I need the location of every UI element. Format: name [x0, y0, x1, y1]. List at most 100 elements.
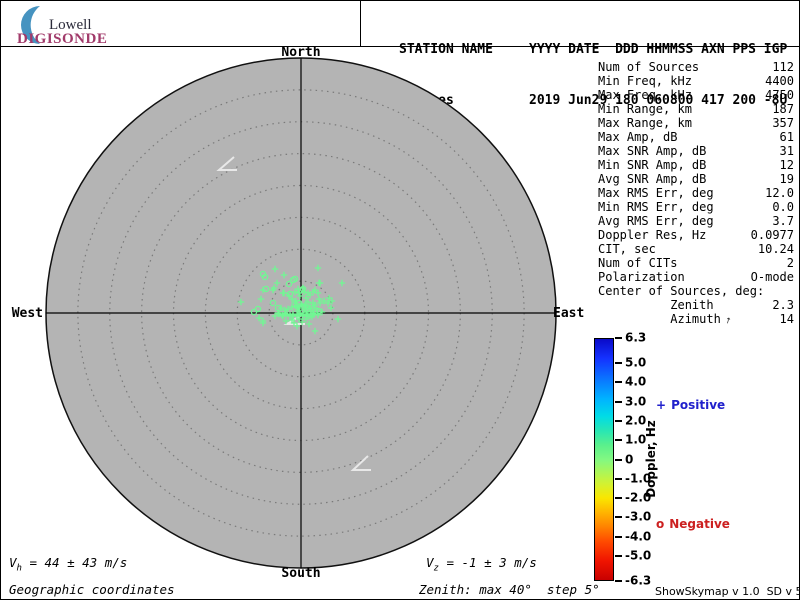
compass-label-north: North: [281, 45, 321, 60]
legend-positive-label: Positive: [671, 398, 726, 412]
vz-value: = -1 ± 3 m/s: [438, 555, 537, 570]
source-plus-marker: [315, 295, 323, 303]
stat-label: Polarization: [598, 270, 685, 284]
source-plus-marker: [294, 307, 302, 315]
stat-label: Max Freq, kHz: [598, 88, 692, 102]
source-plus-marker: [302, 294, 310, 302]
plus-marker-icon: +: [656, 398, 667, 412]
source-plus-marker: [275, 310, 283, 318]
source-plus-marker: [271, 265, 279, 273]
source-plus-marker: [304, 298, 312, 306]
zenith-range-note: Zenith: max 40° step 5°: [419, 582, 600, 597]
direction-arrow: [216, 156, 237, 171]
stat-row: Num of CITs 2: [598, 256, 794, 270]
source-plus-marker: [307, 307, 315, 315]
legend-negative: o Negative: [656, 517, 730, 531]
colorbar-tick-label: 0: [625, 451, 634, 466]
stat-label: Zenith: [598, 298, 714, 312]
stat-label: Avg SNR Amp, dB: [598, 172, 707, 186]
colorbar-tick: [615, 554, 622, 557]
source-plus-marker: [309, 288, 317, 296]
source-plus-marker: [291, 288, 299, 296]
source-plus-marker: [302, 315, 310, 323]
colorbar-tick: [615, 535, 622, 538]
vertical-velocity-readout: Vz = -1 ± 3 m/s: [426, 555, 537, 574]
source-plus-marker: [284, 305, 292, 313]
source-plus-marker: [273, 279, 281, 287]
source-plus-marker: [334, 315, 342, 323]
source-circle-marker: [254, 305, 262, 313]
fields-values: 2019 Jun29 180 060800 417 200 -8U: [529, 93, 788, 108]
source-circle-marker: [261, 273, 269, 281]
source-circle-marker: [269, 299, 277, 307]
source-plus-marker: [306, 291, 314, 299]
source-plus-marker: [271, 312, 279, 320]
source-plus-marker: [257, 295, 265, 303]
stat-label: CIT, sec: [598, 242, 656, 256]
colorbar-tick: [615, 337, 622, 339]
stat-label: Min Range, km: [598, 102, 692, 116]
stat-value: 187: [772, 102, 794, 116]
source-plus-marker: [324, 299, 332, 307]
source-plus-marker: [308, 313, 316, 321]
stat-row: Max Range, km 357: [598, 116, 794, 130]
colorbar-tick-label: 1.0: [625, 432, 647, 447]
vz-symbol: V: [426, 555, 434, 570]
colorbar-tick-label: -2.0: [625, 490, 652, 505]
coordinate-system-note: Geographic coordinates: [9, 582, 175, 597]
source-circle-marker: [285, 280, 293, 288]
source-plus-marker: [279, 289, 287, 297]
source-plus-marker: [314, 289, 322, 297]
stat-value: 3.7: [772, 214, 794, 228]
source-plus-marker: [288, 316, 296, 324]
source-plus-marker: [237, 298, 245, 306]
source-plus-marker: [305, 320, 313, 328]
stat-label: Min Freq, kHz: [598, 74, 692, 88]
stat-value: 357: [772, 116, 794, 130]
legend-negative-label: Negative: [669, 517, 730, 531]
header-rule-line: [1, 46, 799, 47]
station-name-label: STATION NAME: [399, 42, 493, 57]
source-plus-marker: [328, 297, 336, 305]
colorbar-tick: [615, 419, 622, 422]
stat-value: O-mode: [750, 270, 794, 284]
measurement-stats-panel: Num of Sources 112 Min Freq, kHz 4400 Max Fr…: [598, 60, 794, 328]
colorbar-axis-title: Doppler, Hz: [644, 420, 658, 498]
stat-value: 4400: [765, 74, 794, 88]
stat-row: Min RMS Err, deg 0.0: [598, 200, 794, 214]
stat-value: 112: [772, 60, 794, 74]
source-circle-marker: [291, 275, 299, 283]
fields-header: YYYY DATE DDD HHMMSS AXN PPS IGP: [529, 42, 788, 57]
source-plus-marker: [280, 271, 288, 279]
colorbar-tick-label: -5.0: [625, 548, 652, 563]
source-plus-marker: [296, 292, 304, 300]
stat-row: Doppler Res, Hz 0.0977: [598, 228, 794, 242]
source-circle-marker: [295, 299, 303, 307]
source-plus-marker: [282, 317, 290, 325]
colorbar-tick-label: 3.0: [625, 393, 647, 408]
stat-row: Avg RMS Err, deg 3.7: [598, 214, 794, 228]
stat-row: Max SNR Amp, dB 31: [598, 144, 794, 158]
stat-row: Center of Sources, deg:: [598, 284, 794, 298]
stat-label: Num of CITs: [598, 256, 678, 270]
stat-value: 2: [786, 256, 794, 270]
vh-value: = 44 ± 43 m/s: [21, 555, 128, 570]
colorbar-tick: [615, 516, 622, 519]
source-plus-marker: [338, 279, 346, 287]
colorbar-tick: [615, 477, 622, 480]
stat-label: Min SNR Amp, dB: [598, 158, 707, 172]
stat-row: Zenith 2.3: [598, 298, 794, 312]
stat-row: Avg SNR Amp, dB 19: [598, 172, 794, 186]
lowell-digisonde-logo: Lowell DIGISONDE: [9, 4, 139, 47]
vh-symbol: V: [9, 555, 17, 570]
crescent-icon: [21, 6, 40, 44]
source-circle-marker: [299, 285, 307, 293]
stat-label: Max SNR Amp, dB: [598, 144, 707, 158]
source-plus-marker: [293, 322, 301, 330]
source-plus-marker: [295, 315, 303, 323]
legend-positive: + Positive: [656, 398, 725, 412]
source-plus-marker: [311, 301, 319, 309]
stat-value: 14: [779, 312, 794, 326]
source-plus-marker: [327, 304, 335, 312]
stat-label: Doppler Res, Hz: [598, 228, 707, 242]
